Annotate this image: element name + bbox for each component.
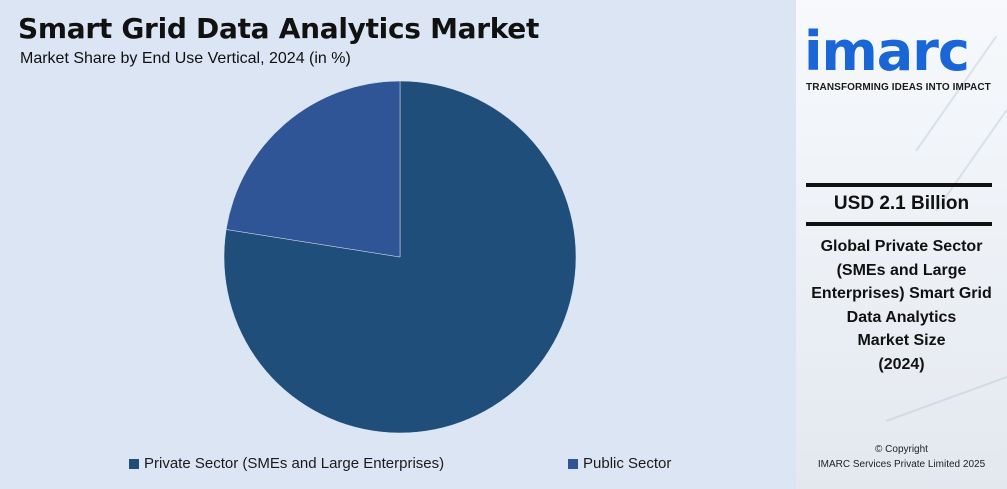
chart-title: Smart Grid Data Analytics Market [18, 12, 540, 45]
info-side-panel: imarc TRANSFORMING IDEAS INTO IMPACT USD… [796, 0, 1007, 489]
divider-top [806, 183, 992, 187]
market-size-value: USD 2.1 Billion [833, 193, 970, 214]
pie-chart [223, 80, 577, 434]
legend-item-private-sector: Private Sector (SMEs and Large Enterpris… [129, 455, 444, 472]
description-line: Market Size [857, 332, 946, 349]
description-line: Enterprises) Smart Grid [811, 285, 992, 302]
description-line: Data Analytics [846, 308, 957, 326]
chart-legend: Private Sector (SMEs and Large Enterpris… [0, 455, 796, 475]
imarc-logo: imarc [804, 20, 970, 83]
chart-subtitle: Market Share by End Use Vertical, 2024 (… [20, 50, 351, 67]
description-line: Global Private Sector [820, 238, 983, 255]
legend-label-public-sector: Public Sector [583, 455, 672, 472]
brand-tagline: TRANSFORMING IDEAS INTO IMPACT [806, 82, 991, 93]
market-size-description: Global Private Sector (SMEs and Large En… [800, 235, 1003, 376]
chart-panel: Smart Grid Data Analytics Market Market … [0, 0, 796, 489]
legend-item-public-sector: Public Sector [568, 455, 671, 472]
description-line: (SMEs and Large [836, 261, 967, 279]
legend-swatch-private-sector [129, 458, 139, 469]
legend-label-private-sector: Private Sector (SMEs and Large Enterpris… [144, 455, 445, 472]
copyright-notice: © Copyright IMARC Services Private Limit… [796, 442, 1007, 472]
description-line: (2024) [878, 355, 925, 373]
copyright-company: IMARC Services Private Limited 2025 [817, 459, 986, 470]
legend-swatch-public-sector [568, 458, 578, 469]
divider-bottom [806, 222, 992, 226]
copyright-line: © Copyright [875, 444, 928, 455]
pie-slice-public-sector [225, 80, 401, 258]
